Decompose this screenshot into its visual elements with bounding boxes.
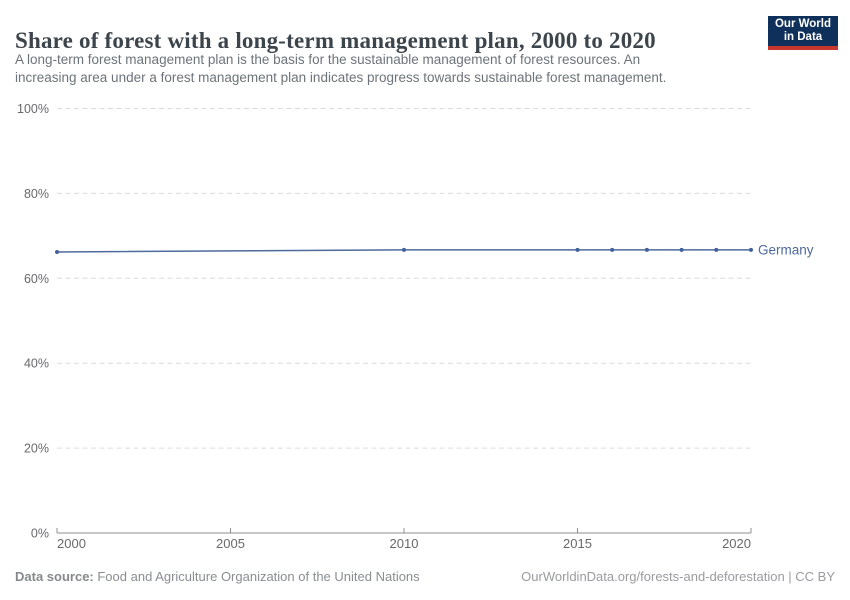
data-source-note: Data source: Food and Agriculture Organi… xyxy=(15,569,420,584)
page-title: Share of forest with a long-term managem… xyxy=(15,28,656,54)
data-point[interactable] xyxy=(714,247,719,252)
y-tick-label: 100% xyxy=(17,102,49,116)
x-tick-label: 2005 xyxy=(216,536,245,551)
series-label-germany[interactable]: Germany xyxy=(758,242,814,257)
y-tick-label: 80% xyxy=(24,187,49,201)
credit-link[interactable]: OurWorldinData.org/forests-and-deforesta… xyxy=(521,569,835,584)
chart-subtitle-line2: increasing area under a forest managemen… xyxy=(15,70,667,85)
owid-logo[interactable]: Our World in Data xyxy=(768,16,838,50)
data-point[interactable] xyxy=(402,247,406,252)
chart-subtitle: A long-term forest management plan is th… xyxy=(15,51,666,87)
data-point[interactable] xyxy=(644,247,649,252)
x-tick-label: 2000 xyxy=(57,536,86,551)
data-source-value: Food and Agriculture Organization of the… xyxy=(93,569,420,584)
data-point[interactable] xyxy=(575,247,580,252)
x-tick-label: 2015 xyxy=(563,536,592,551)
data-line-germany[interactable] xyxy=(56,249,751,253)
y-tick-label: 40% xyxy=(24,357,49,371)
data-source-label: Data source: xyxy=(15,569,94,584)
data-point[interactable] xyxy=(679,247,684,252)
y-tick-label: 60% xyxy=(24,272,49,286)
owid-logo-line1: Our World xyxy=(774,18,831,30)
data-point[interactable] xyxy=(610,247,615,252)
x-tick-label: 2010 xyxy=(390,536,419,551)
data-point[interactable] xyxy=(55,249,59,254)
chart-subtitle-line1: A long-term forest management plan is th… xyxy=(15,52,641,67)
y-tick-label: 20% xyxy=(24,442,49,456)
x-tick-label: 2020 xyxy=(722,536,751,551)
chart-footer: Data source: Food and Agriculture Organi… xyxy=(15,569,835,584)
owid-logo-line2: in Data xyxy=(783,31,823,43)
data-point[interactable] xyxy=(749,247,753,252)
y-tick-label: 0% xyxy=(31,527,49,541)
